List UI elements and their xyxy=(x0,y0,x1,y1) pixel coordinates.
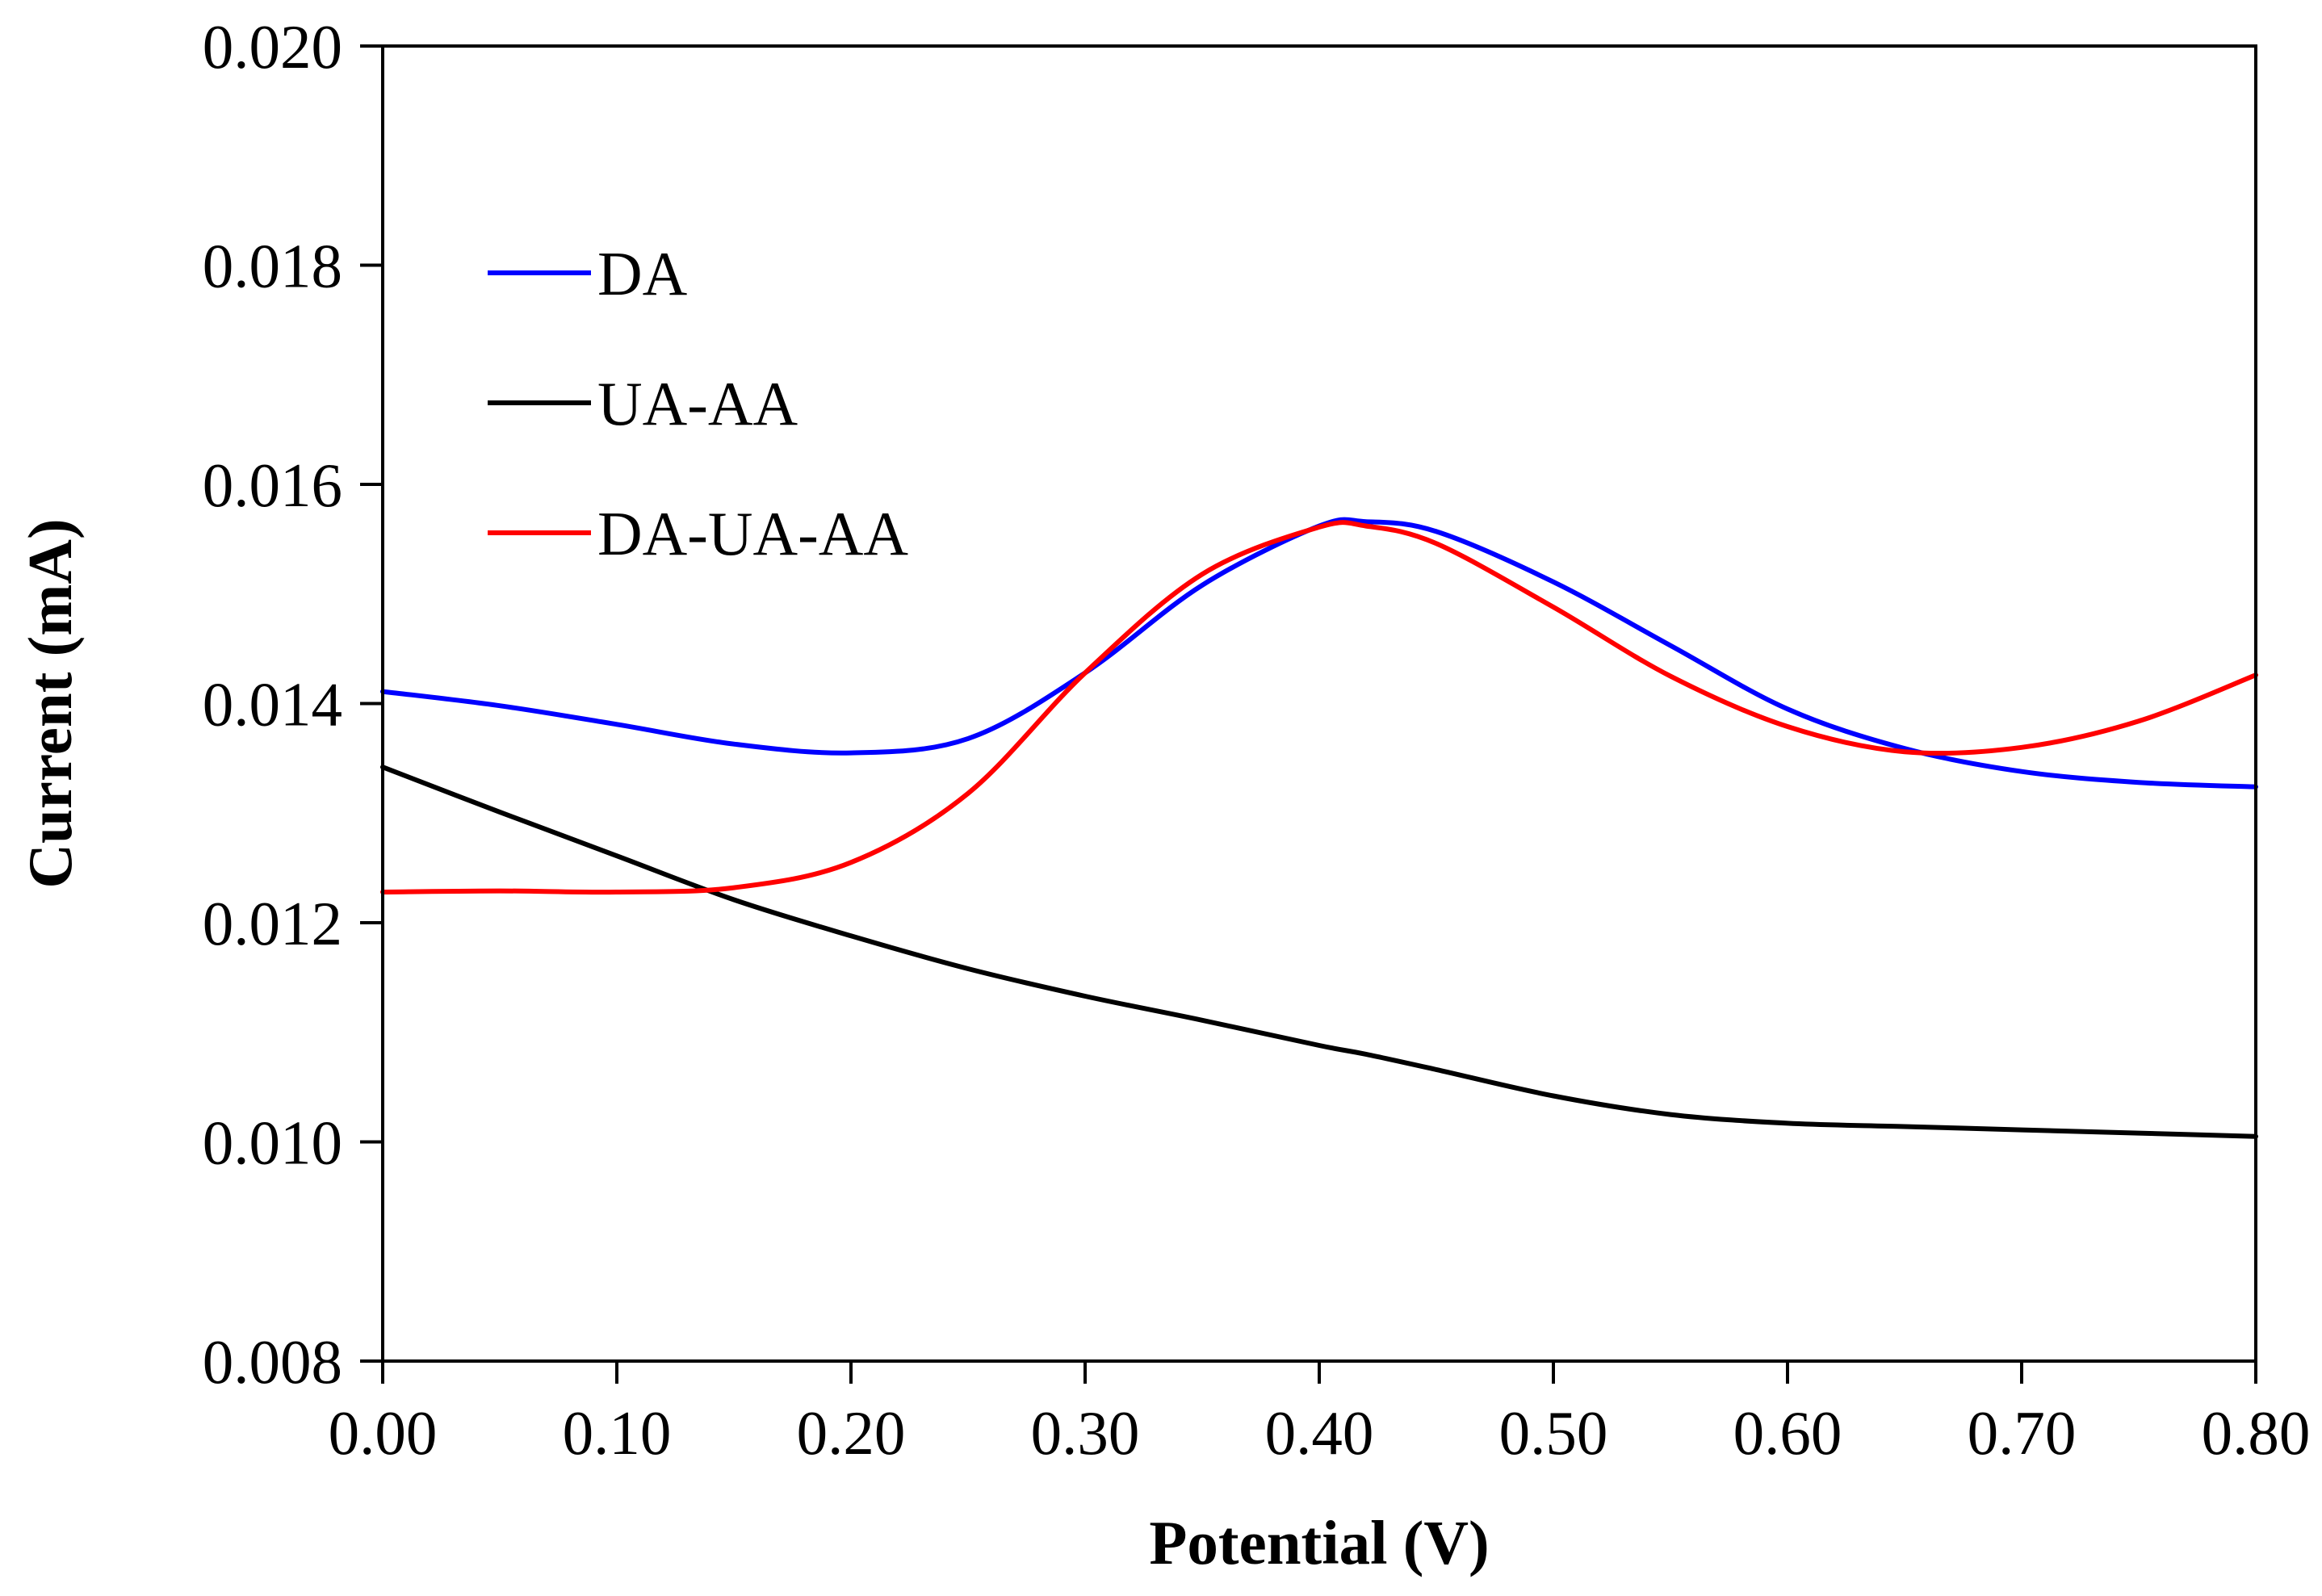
y-tick-label: 0.010 xyxy=(203,1108,342,1178)
x-tick-label: 0.30 xyxy=(1031,1398,1140,1468)
y-tick-label: 0.018 xyxy=(203,232,342,301)
y-tick-label: 0.008 xyxy=(203,1327,342,1397)
x-tick-label: 0.80 xyxy=(2202,1398,2311,1468)
y-tick-label: 0.016 xyxy=(203,450,342,520)
legend: DA UA-AA DA-UA-AA xyxy=(488,239,908,568)
legend-label-da-ua-aa: DA-UA-AA xyxy=(597,499,908,568)
series-line-da-ua-aa xyxy=(380,520,2258,895)
x-tick-label: 0.00 xyxy=(329,1398,438,1468)
x-tick-label: 0.60 xyxy=(1733,1398,1842,1468)
x-tick-label: 0.20 xyxy=(797,1398,906,1468)
x-tick-label: 0.10 xyxy=(563,1398,672,1468)
x-tick-label: 0.70 xyxy=(1968,1398,2077,1468)
y-tick-label: 0.020 xyxy=(203,12,342,82)
x-axis-title: Potential (V) xyxy=(1149,1508,1489,1577)
legend-label-ua-aa: UA-AA xyxy=(597,369,798,438)
legend-label-da: DA xyxy=(597,239,688,308)
x-tick-label: 0.50 xyxy=(1499,1398,1608,1468)
series-layer xyxy=(380,517,2258,1139)
y-tick-label: 0.014 xyxy=(203,670,342,739)
y-tick-label: 0.012 xyxy=(203,889,342,958)
x-tick-label: 0.40 xyxy=(1265,1398,1374,1468)
y-axis-ticks: 0.008 0.010 0.012 0.014 0.016 0.018 0.020 xyxy=(203,12,383,1397)
y-axis-title: Current (mA) xyxy=(15,518,85,888)
x-axis-ticks: 0.00 0.10 0.20 0.30 0.40 0.50 0.60 0.70 0.80 xyxy=(329,1361,2311,1468)
